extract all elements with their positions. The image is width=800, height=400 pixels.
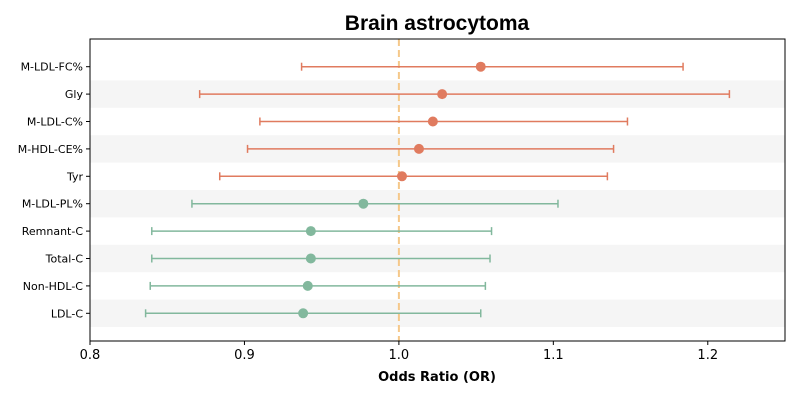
forest-row [191,198,559,209]
y-tick-label: Remnant-C [22,225,84,238]
y-tick-label: Tyr [66,170,84,183]
or-point [437,89,448,100]
forest-row [300,61,684,72]
forest-row [218,171,609,182]
or-point [305,253,316,264]
y-tick-label: M-LDL-PL% [22,198,83,211]
data-rows [144,61,731,319]
y-tick-label: M-HDL-CE% [18,143,83,156]
or-point [413,143,424,154]
or-point [427,116,438,127]
or-point [358,198,369,209]
or-point [298,308,309,319]
chart-title: Brain astrocytoma [345,12,530,35]
forest-row [151,253,491,264]
x-axis: 0.8 0.9 1.0 1.1 1.2 [80,341,718,363]
forest-row [259,116,629,127]
x-tick-label: 1.2 [697,348,718,363]
forest-row [149,280,487,291]
x-axis-label: Odds Ratio (OR) [378,370,496,385]
x-tick-label: 0.9 [234,348,255,363]
x-tick-label: 0.8 [80,348,101,363]
y-tick-label: Gly [65,88,84,101]
y-tick-label: Non-HDL-C [23,280,84,293]
x-tick-label: 1.0 [389,348,410,363]
forest-row [151,226,493,237]
y-tick-label: M-LDL-C% [27,116,83,129]
y-tick-label: LDL-C [51,307,84,320]
x-tick-label: 1.1 [543,348,564,363]
plot-frame [89,38,786,342]
or-point [396,171,407,182]
y-tick-label: Total-C [45,253,84,266]
forest-row [144,308,482,319]
or-point [302,280,313,291]
y-axis: M-LDL-FC% Gly M-LDL-C% M-HDL-CE% Tyr M-LDL-PL… [18,61,90,320]
or-point [305,226,316,237]
forest-row [246,143,615,154]
or-point [475,61,486,72]
forest-row [198,89,731,100]
y-tick-label: M-LDL-FC% [21,61,83,74]
